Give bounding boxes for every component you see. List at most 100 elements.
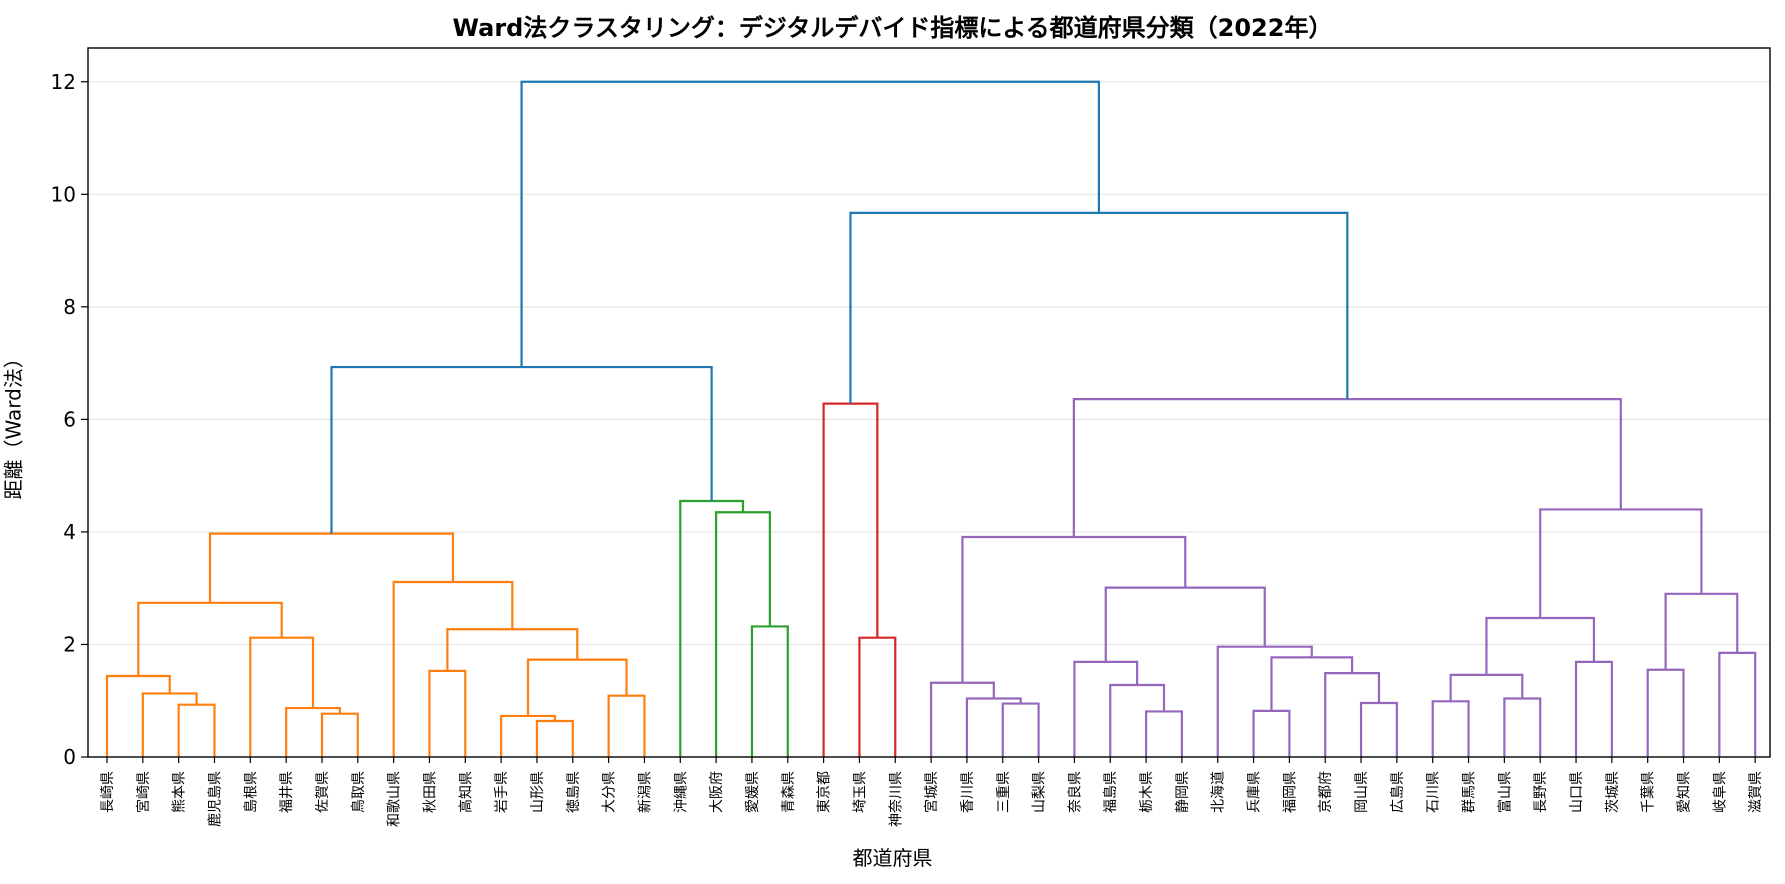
chart-title: Ward法クラスタリング：デジタルデバイド指標による都道府県分類（2022年） [452,14,1333,42]
leaf-label: 和歌山県 [387,771,403,827]
leaf-label: 山口県 [1569,771,1585,813]
dendrogram-link-12 [446,628,579,671]
dendrogram-link-18 [330,365,713,534]
dendrogram-link-35 [1431,700,1470,757]
x-axis-label: 都道府県 [852,846,933,870]
dendrogram-link-3 [320,712,359,757]
dendrogram-link-32 [1104,586,1266,662]
leaf-label: 山梨県 [1032,771,1048,813]
y-tick-label: 6 [63,407,76,431]
dendrogram-link-11 [428,669,467,757]
dendrogram-link-25 [1109,683,1166,757]
y-tick-label: 12 [51,70,76,94]
y-axis-ticks: 0 2 4 6 8 10 12 [51,70,88,769]
leaf-label: 愛知県 [1676,771,1693,813]
dendrogram-link-38 [1485,616,1596,675]
leaf-label: 栃木県 [1139,771,1155,813]
dendrogram-link-13 [392,580,514,757]
leaf-label: 長崎県 [100,771,116,813]
leaf-label: 高知県 [457,771,474,813]
leaf-label: 沖縄県 [673,771,689,813]
dendrogram-link-19 [858,636,897,757]
dendrogram-link-23 [929,681,995,757]
leaf-label: 岡山県 [1354,771,1370,813]
y-tick-label: 8 [63,295,76,319]
dendrogram-link-16 [715,511,771,757]
leaf-label: 大阪府 [709,771,725,813]
leaf-label: 富山県 [1496,771,1513,813]
dendrogram-link-0 [177,703,216,757]
leaf-label: 香川県 [960,771,976,813]
dendrogram-link-37 [1574,660,1613,757]
plot-frame [87,47,1771,758]
dendrogram-link-22 [965,697,1022,757]
dendrogram-link-44 [849,211,1349,404]
dendrogram-link-1 [141,692,198,757]
dendrogram-link-42 [1539,508,1703,619]
dendrogram-link-31 [1216,645,1313,757]
dendrogram-link-28 [1359,701,1398,757]
leaf-label: 広島県 [1390,771,1406,813]
dendrogram-link-2 [105,674,171,757]
dendrogram-link-7 [535,719,574,757]
leaf-label: 新潟県 [637,771,653,813]
leaf-label: 兵庫県 [1246,771,1263,813]
dendrogram-link-9 [607,694,646,757]
dendrogram-link-29 [1324,672,1381,757]
dendrogram-link-10 [526,658,628,716]
dendrogram-link-26 [1073,660,1139,757]
leaf-label: 岐阜県 [1711,771,1728,813]
leaf-label: 茨城県 [1605,771,1621,813]
leaf-label: 鹿児島県 [206,771,223,827]
dendrogram-link-39 [1646,668,1685,757]
leaf-label: 大分県 [602,771,618,813]
leaf-label: 青森県 [781,771,797,813]
y-tick-label: 10 [51,182,76,206]
leaf-label: 福岡県 [1282,771,1298,813]
leaf-label: 福井県 [279,771,295,813]
leaf-label: 佐賀県 [315,771,331,813]
leaf-label: 長野県 [1533,771,1549,813]
y-tick-label: 4 [63,520,76,544]
leaf-label: 東京都 [817,771,833,813]
leaf-label: 千葉県 [1641,771,1657,813]
dendrogram-link-14 [208,532,455,603]
dendrogram-link-5 [249,636,315,757]
leaf-label: 山形県 [530,771,546,813]
dendrogram-link-4 [285,706,341,757]
dendrogram-link-45 [520,80,1100,368]
leaf-label: 徳島県 [566,771,582,813]
leaf-label: 宮城県 [924,771,940,813]
dendrogram-link-6 [137,601,283,676]
dendrogram-link-17 [679,499,745,757]
dendrogram-link-36 [1449,673,1524,702]
dendrogram-link-24 [1144,710,1183,757]
grid-lines [88,81,1770,646]
dendrogram-link-15 [750,625,789,757]
dendrogram-link-43 [1072,398,1622,537]
leaf-label: 秋田県 [422,771,438,813]
dendrogram-link-21 [1001,702,1040,757]
dendrogram-link-40 [1718,651,1757,757]
leaf-label: 岩手県 [494,771,510,813]
dendrogram-link-27 [1252,709,1291,757]
leaf-label: 福島県 [1103,771,1119,813]
dendrogram-links [105,80,1757,757]
dendrogram-link-41 [1664,592,1739,670]
dendrogram-link-30 [1270,656,1354,711]
leaf-label: 石川県 [1426,771,1442,813]
leaf-label: 静岡県 [1175,771,1191,813]
leaf-label: 神奈川県 [888,771,904,827]
leaf-label: 群馬県 [1462,771,1478,813]
dendrogram-link-33 [961,535,1187,683]
leaf-label: 京都府 [1318,771,1334,813]
y-tick-label: 2 [63,632,76,656]
dendrogram-link-20 [822,402,879,757]
leaf-label: 宮崎県 [136,771,152,813]
x-axis-leaf-labels: 長崎県 宮崎県 熊本県 鹿児島県 島根県 福井県 佐賀県 鳥取県 和歌山県 秋田県 高知県 岩手県 山形… [100,757,1764,827]
leaf-label: 北海道 [1211,771,1227,813]
leaf-label: 愛媛県 [745,771,761,813]
dendrogram-link-34 [1503,697,1542,757]
leaf-label: 埼玉県 [852,771,868,813]
